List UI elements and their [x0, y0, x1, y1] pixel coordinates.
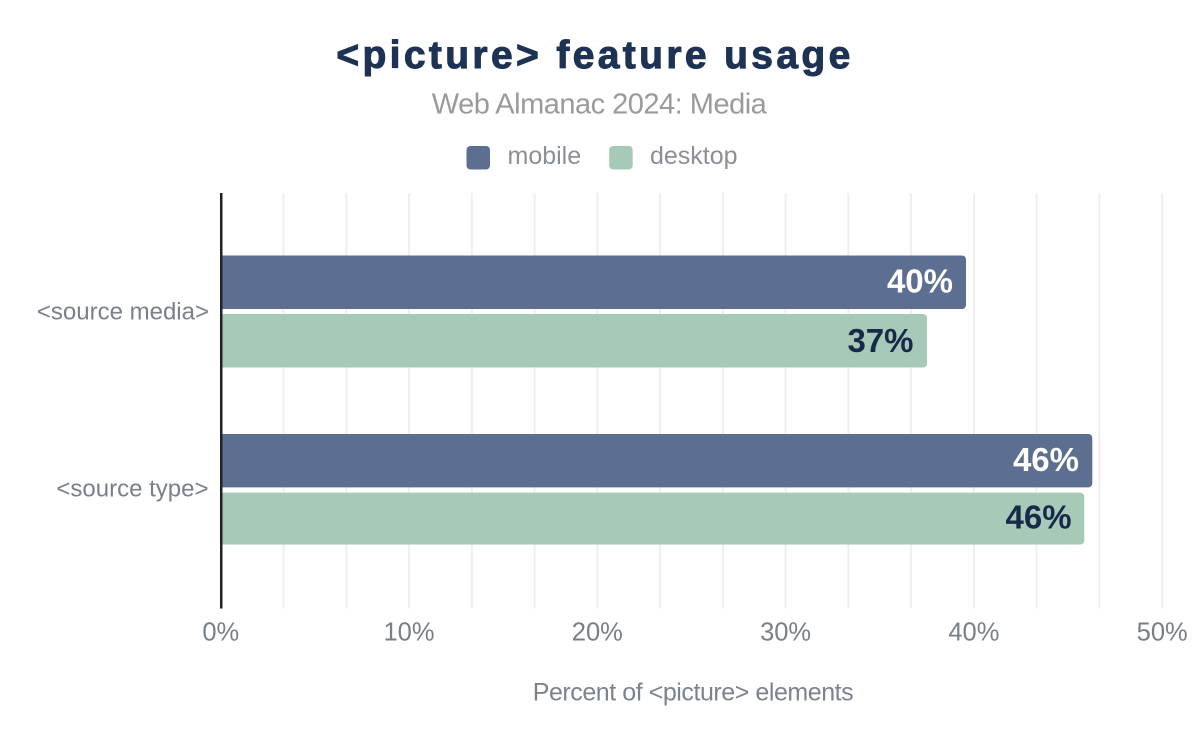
svg-text:46%: 46% — [1013, 441, 1079, 478]
svg-text:20%: 20% — [572, 619, 623, 647]
svg-text:<picture> feature usage: <picture> feature usage — [336, 34, 853, 77]
svg-text:40%: 40% — [948, 619, 999, 647]
svg-text:<source media>: <source media> — [37, 298, 209, 325]
svg-text:10%: 10% — [383, 619, 434, 647]
svg-text:Percent of <picture> elements: Percent of <picture> elements — [533, 679, 853, 707]
svg-text:46%: 46% — [1006, 499, 1072, 536]
svg-text:30%: 30% — [760, 619, 811, 647]
svg-text:Web Almanac 2024: Media: Web Almanac 2024: Media — [432, 89, 768, 121]
svg-text:50%: 50% — [1137, 619, 1188, 647]
svg-text:desktop: desktop — [650, 142, 738, 170]
svg-text:mobile: mobile — [508, 142, 582, 170]
svg-text:0%: 0% — [202, 619, 239, 647]
svg-text:37%: 37% — [847, 322, 913, 359]
svg-text:40%: 40% — [887, 263, 953, 300]
svg-text:<source type>: <source type> — [56, 476, 208, 503]
